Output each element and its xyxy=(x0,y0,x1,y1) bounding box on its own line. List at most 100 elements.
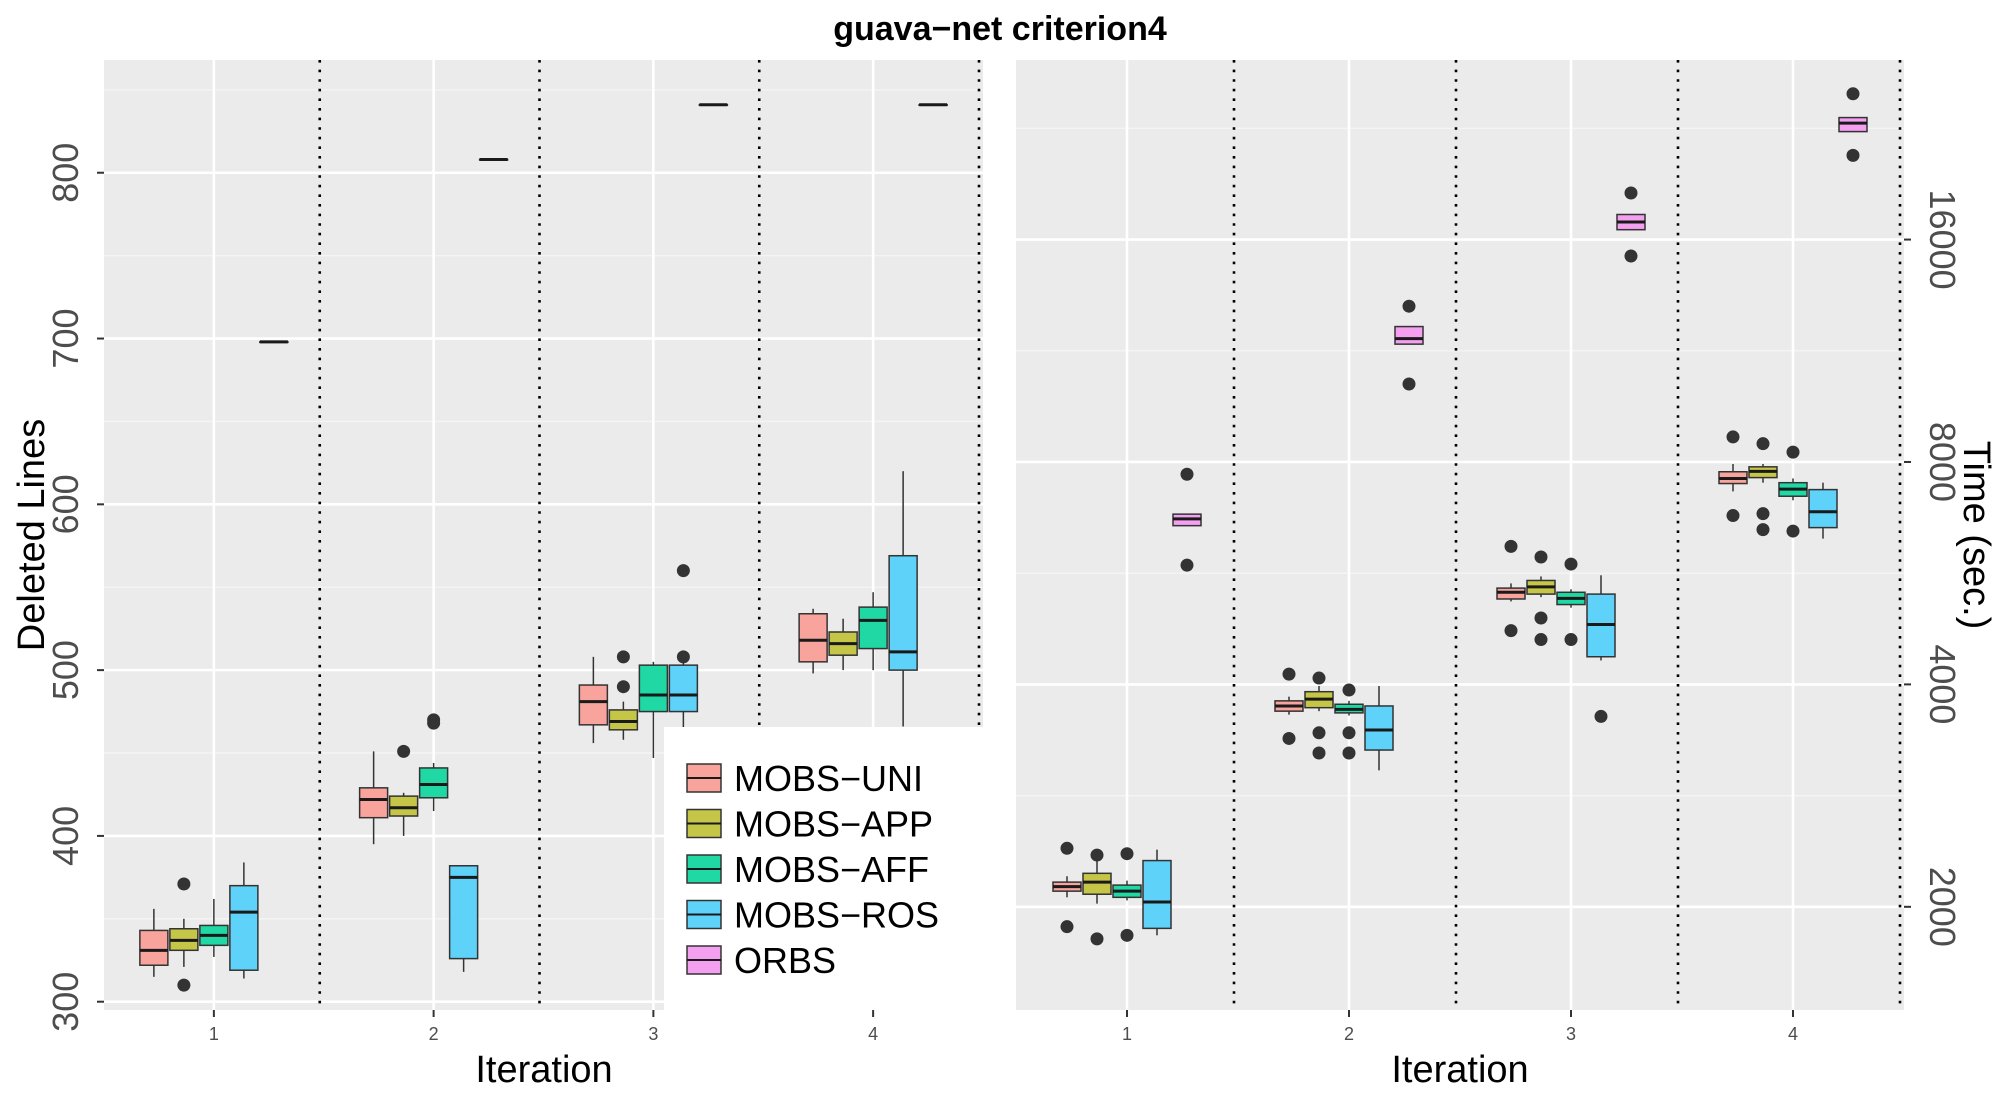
box-body xyxy=(668,664,699,713)
box-body xyxy=(858,606,888,650)
box-mobs-app xyxy=(608,650,639,740)
outlier-point xyxy=(676,564,690,578)
box-orbs xyxy=(1172,467,1202,572)
outlier-point xyxy=(1564,633,1578,647)
x-tick-label: 4 xyxy=(1788,1024,1798,1044)
outlier-point xyxy=(1846,87,1860,101)
outlier-point xyxy=(1756,507,1770,521)
outlier-point xyxy=(1060,920,1074,934)
outlier-point xyxy=(177,978,191,992)
left-x-axis-title: Iteration xyxy=(475,1049,612,1091)
box-mobs-ros xyxy=(229,862,259,979)
box-mobs-aff xyxy=(638,661,669,758)
outlier-point xyxy=(427,713,441,727)
box-mobs-aff xyxy=(418,713,449,812)
outlier-point xyxy=(1624,186,1638,200)
box-mobs-uni xyxy=(1274,667,1304,745)
outlier-point xyxy=(1564,557,1578,571)
box-body xyxy=(229,884,259,971)
box-mobs-ros xyxy=(1586,575,1616,723)
box-mobs-aff xyxy=(1778,445,1808,538)
box-mobs-app xyxy=(1304,671,1334,760)
box-orbs xyxy=(1616,186,1646,263)
x-tick-label: 2 xyxy=(1344,1024,1354,1044)
outlier-point xyxy=(1282,731,1296,745)
outlier-point xyxy=(1624,249,1638,263)
left-y-axis-title: Deleted Lines xyxy=(11,419,53,651)
box-orbs xyxy=(478,157,509,161)
left-panel: 300 400 500 600 700 800 1 2 3 4 xyxy=(45,60,983,1044)
box-mobs-aff xyxy=(1556,557,1586,647)
outlier-point xyxy=(1282,667,1296,681)
outlier-point xyxy=(1342,746,1356,760)
y-tick-label: 16000 xyxy=(1922,190,1963,290)
box-mobs-app xyxy=(1526,550,1556,647)
outlier-point xyxy=(1726,430,1740,444)
y-tick-label: 4000 xyxy=(1922,644,1963,724)
box-body xyxy=(638,664,669,713)
outlier-point xyxy=(1180,467,1194,481)
box-orbs xyxy=(698,103,729,107)
box-mobs-app xyxy=(169,877,199,992)
box-mobs-uni xyxy=(1718,430,1748,523)
outlier-point xyxy=(1342,726,1356,740)
outlier-point xyxy=(177,877,191,891)
outlier-point xyxy=(1786,524,1800,538)
outlier-point xyxy=(676,650,690,664)
box-mobs-uni xyxy=(139,908,169,977)
box-mobs-ros xyxy=(888,471,918,727)
y-tick-label: 700 xyxy=(45,308,86,368)
outlier-point xyxy=(1180,558,1194,572)
box-mobs-app xyxy=(388,744,419,836)
y-tick-label: 600 xyxy=(45,474,86,534)
legend-label: MOBS−APP xyxy=(734,804,933,845)
box-body xyxy=(418,767,449,799)
box-orbs xyxy=(1394,299,1424,391)
right-panel: 2000 4000 8000 16000 1 2 3 4 xyxy=(1016,60,1963,1044)
box-mobs-aff xyxy=(858,592,888,671)
legend-label: MOBS−AFF xyxy=(734,849,929,890)
outlier-point xyxy=(1090,848,1104,862)
outlier-point xyxy=(1534,550,1548,564)
chart-title: guava−net criterion4 xyxy=(833,10,1167,48)
outlier-point xyxy=(1120,928,1134,942)
outlier-point xyxy=(1786,445,1800,459)
legend-label: MOBS−UNI xyxy=(734,758,923,799)
outlier-point xyxy=(1312,671,1326,685)
box-mobs-ros xyxy=(1364,686,1394,771)
outlier-point xyxy=(1312,746,1326,760)
right-y-axis-title: Time (sec.) xyxy=(1955,441,1997,630)
y-tick-label: 500 xyxy=(45,640,86,700)
outlier-point xyxy=(1060,841,1074,855)
y-tick-label: 800 xyxy=(45,143,86,203)
legend-label: MOBS−ROS xyxy=(734,895,939,936)
box-mobs-aff xyxy=(1334,683,1364,760)
y-tick-label: 8000 xyxy=(1922,422,1963,502)
outlier-point xyxy=(1312,726,1326,740)
outlier-point xyxy=(1594,709,1608,723)
outlier-point xyxy=(1726,509,1740,523)
box-mobs-ros xyxy=(668,564,699,758)
box-body xyxy=(578,684,609,726)
right-x-axis-title: Iteration xyxy=(1391,1049,1528,1091)
outlier-point xyxy=(1504,624,1518,638)
outlier-point xyxy=(1756,437,1770,451)
box-body xyxy=(139,929,169,966)
legend-label: ORBS xyxy=(734,940,836,981)
outlier-point xyxy=(1120,847,1134,861)
outlier-point xyxy=(616,650,630,664)
box-body xyxy=(608,709,639,731)
box-mobs-ros xyxy=(448,865,479,972)
y-tick-label: 400 xyxy=(45,806,86,866)
box-orbs xyxy=(259,340,289,344)
y-tick-label: 2000 xyxy=(1922,867,1963,947)
box-mobs-app xyxy=(1082,848,1112,946)
box-body xyxy=(1364,705,1394,751)
y-tick-label: 300 xyxy=(45,972,86,1032)
box-body xyxy=(798,613,828,663)
box-mobs-app xyxy=(1748,437,1778,537)
x-tick-label: 2 xyxy=(429,1024,439,1044)
box-body xyxy=(388,795,419,817)
outlier-point xyxy=(616,680,630,694)
